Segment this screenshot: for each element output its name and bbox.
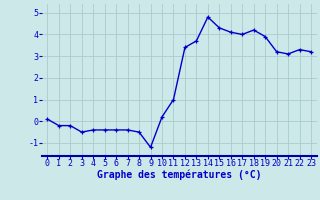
X-axis label: Graphe des températures (°C): Graphe des températures (°C) bbox=[97, 170, 261, 180]
